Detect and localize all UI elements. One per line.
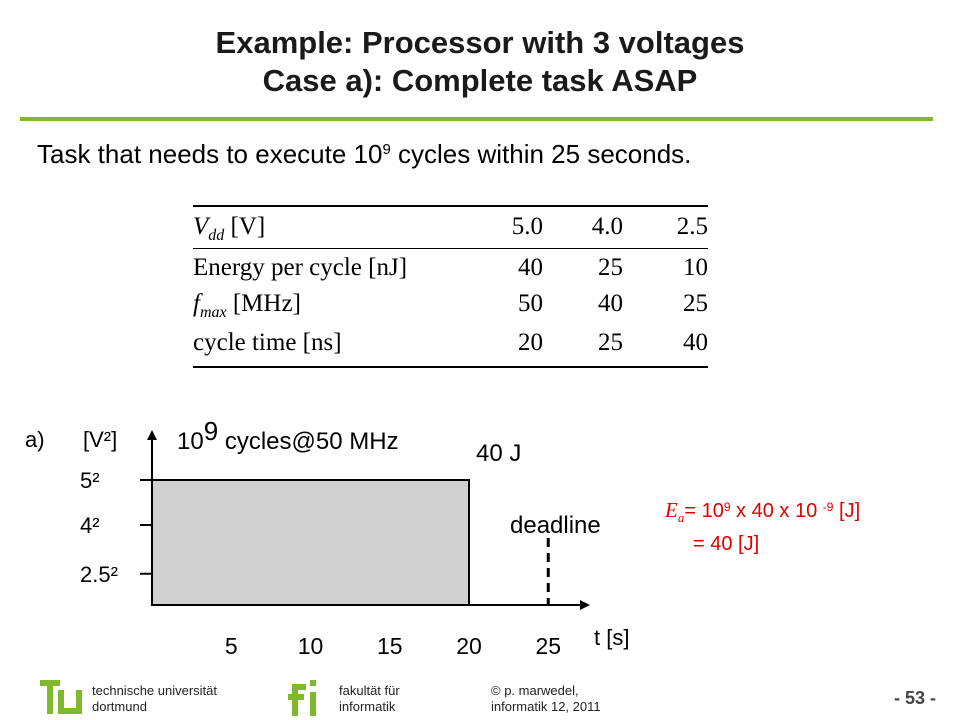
cell-value: 2.5 (676, 213, 708, 240)
task-text-exponent: 9 (382, 141, 391, 158)
task-description: Task that needs to execute 109 cycles wi… (37, 138, 691, 170)
cell-value: 5.0 (511, 213, 543, 240)
page-number: - 53 - (893, 688, 936, 708)
y-tick-label: 5² (80, 468, 100, 493)
x-tick-label: 15 (377, 633, 403, 659)
table-row: cycle time [ns] 20 25 40 (193, 325, 708, 361)
energy-annotation: 40 J (476, 440, 521, 467)
cycles-annotation: 109 cycles@50 MHz (177, 416, 399, 455)
energy-area (151, 479, 470, 606)
author-credit: © p. marwedel, informatik 12, 2011 (491, 683, 601, 714)
cell-value: 25 (683, 290, 708, 317)
slide-title: Example: Processor with 3 voltages Case … (0, 24, 960, 100)
cell-value: 40 (683, 329, 708, 356)
x-tick-label: 25 (535, 633, 561, 659)
cell-value: 20 (518, 329, 543, 356)
table-header-rule (193, 248, 708, 249)
table-row: fmax [MHz] 50 40 25 (193, 286, 708, 322)
table-row: Vdd [V] 5.0 4.0 2.5 (193, 209, 708, 245)
title-divider (20, 117, 933, 121)
title-line-2: Case a): Complete task ASAP (262, 63, 698, 98)
title-line-1: Example: Processor with 3 voltages (215, 25, 745, 60)
x-tick-label: 10 (298, 633, 324, 659)
cell-value: 10 (683, 254, 708, 281)
footer: technische universität dortmund fakultät… (0, 670, 960, 720)
table-row: Energy per cycle [nJ] 40 25 10 (193, 250, 708, 286)
x-axis-label: t [s] (594, 625, 629, 650)
row-label: cycle time [ns] (193, 329, 342, 356)
x-tick-label: 20 (456, 633, 482, 659)
energy-formula: Ea= 109 x 40 x 10 -9 [J] = 40 [J] (665, 497, 860, 557)
y-tick-label: 4² (80, 513, 100, 538)
formula-line-1: Ea= 109 x 40 x 10 -9 [J] (665, 498, 861, 525)
cell-value: 4.0 (591, 213, 623, 240)
university-name: technische universität dortmund (92, 683, 218, 714)
table-bottom-rule (193, 366, 708, 368)
cell-value: 25 (598, 254, 623, 281)
task-text-pre: Task that needs to execute 10 (37, 139, 383, 169)
row-label: fmax [MHz] (193, 290, 301, 321)
table-top-rule (193, 205, 708, 207)
y-tick-label: 2.5² (80, 562, 118, 587)
deadline-annotation: deadline (510, 512, 601, 539)
x-tick-label: 5 (225, 633, 238, 659)
formula-line-2: = 40 [J] (693, 533, 760, 555)
cell-value: 40 (598, 290, 623, 317)
cell-value: 25 (598, 329, 623, 356)
y-axis-label: [V²] (83, 427, 117, 452)
tu-logo-icon (40, 680, 82, 714)
cell-value: 50 (518, 290, 543, 317)
cell-value: 40 (518, 254, 543, 281)
faculty-name: fakultät für informatik (339, 683, 400, 714)
row-label: Vdd [V] (193, 213, 266, 244)
panel-label: a) (25, 427, 45, 452)
row-label: Energy per cycle [nJ] (193, 254, 408, 281)
fi-logo-icon (288, 680, 316, 716)
task-text-post: cycles within 25 seconds. (390, 139, 692, 169)
